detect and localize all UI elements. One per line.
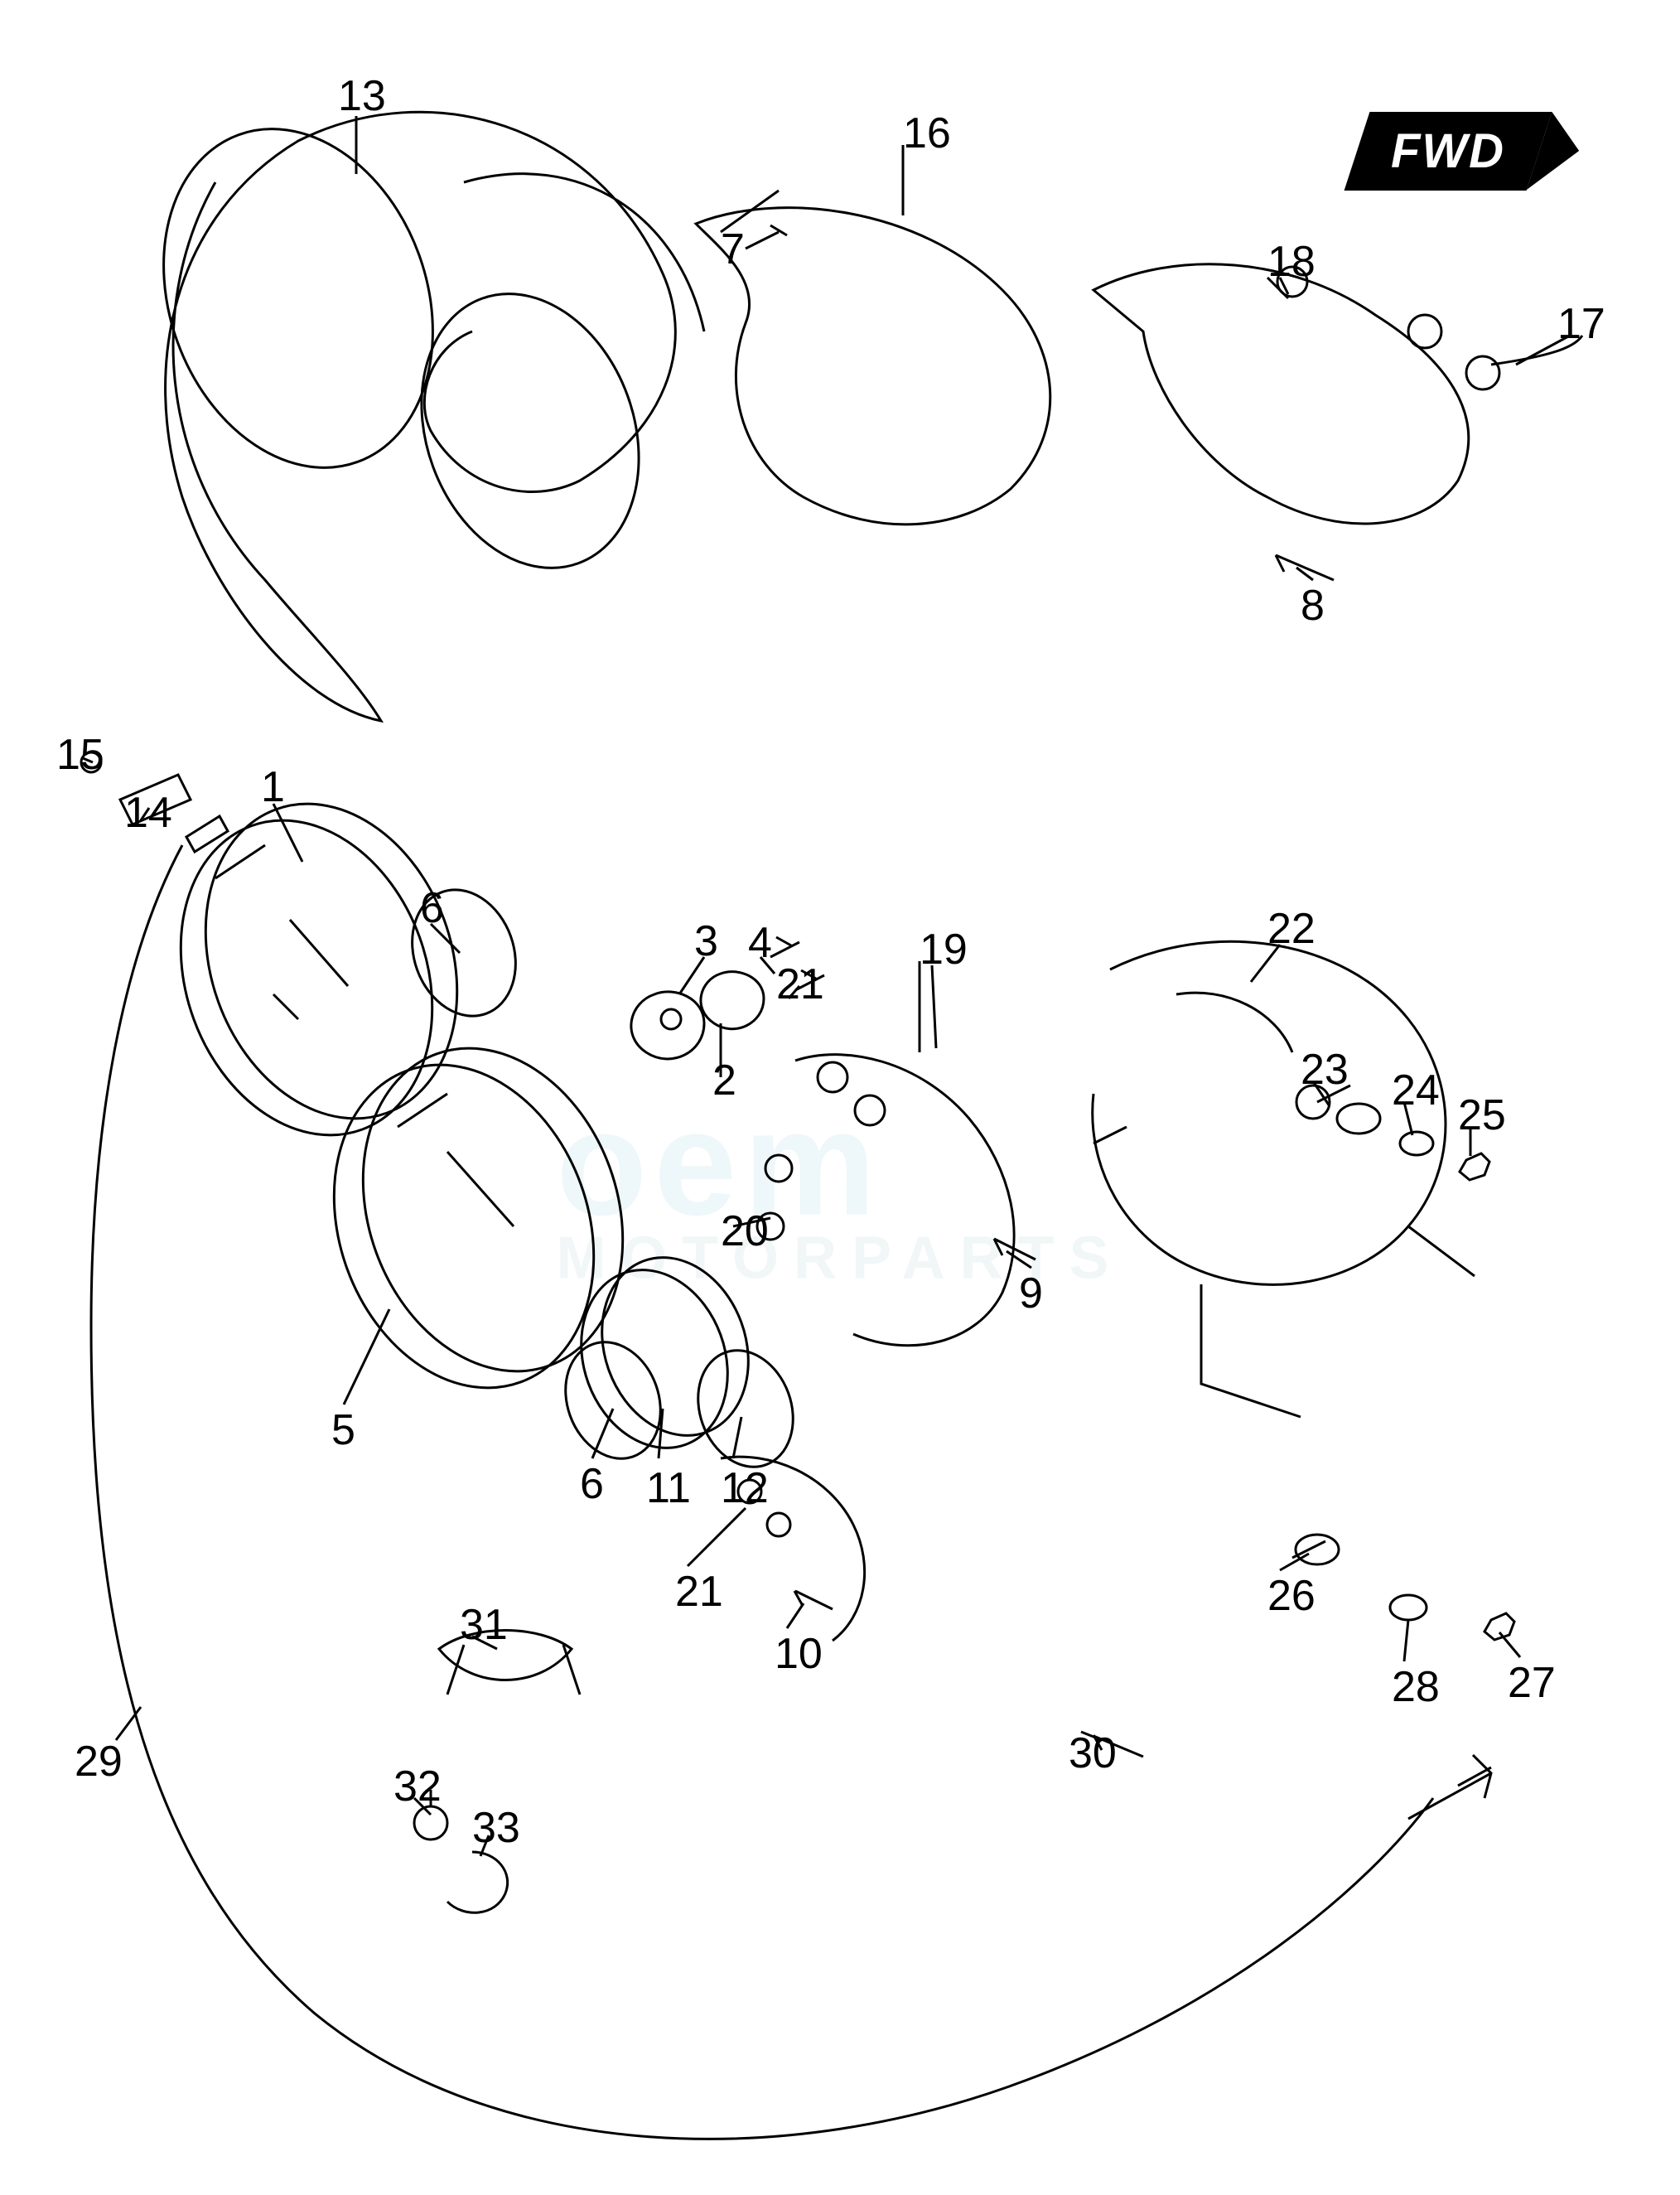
callout-2: 2 — [712, 1059, 736, 1102]
callout-32: 32 — [393, 1765, 442, 1808]
callout-33: 33 — [472, 1806, 520, 1849]
callout-3: 3 — [694, 920, 718, 963]
callout-30: 30 — [1069, 1732, 1117, 1775]
callout-29: 29 — [75, 1740, 123, 1783]
callout-14: 14 — [124, 791, 172, 834]
parts-diagram: oem MOTORPARTS — [0, 0, 1680, 2195]
callout-7: 7 — [721, 228, 745, 271]
callout-16: 16 — [903, 112, 951, 155]
callout-4: 4 — [748, 921, 772, 965]
watermark-text: oem — [556, 1081, 882, 1247]
callout-11: 11 — [646, 1467, 691, 1510]
callout-8: 8 — [1301, 584, 1325, 627]
callout-15: 15 — [56, 733, 104, 776]
callout-6b: 6 — [580, 1463, 604, 1506]
callout-20: 20 — [721, 1210, 769, 1253]
callout-21b: 21 — [675, 1570, 723, 1613]
callout-24: 24 — [1392, 1069, 1440, 1112]
fwd-badge: FWD — [1344, 112, 1552, 191]
callout-22: 22 — [1267, 907, 1316, 950]
callout-13: 13 — [338, 75, 386, 118]
callout-9: 9 — [1019, 1272, 1043, 1315]
callout-12: 12 — [721, 1467, 769, 1510]
callout-19: 19 — [920, 928, 968, 971]
watermark: oem MOTORPARTS — [556, 1078, 1123, 1293]
callout-6: 6 — [420, 887, 444, 930]
callout-21: 21 — [776, 963, 824, 1006]
fwd-label: FWD — [1391, 123, 1505, 179]
callout-25: 25 — [1458, 1094, 1506, 1137]
callout-1: 1 — [261, 766, 285, 809]
callout-17: 17 — [1557, 302, 1605, 346]
callout-10: 10 — [775, 1632, 823, 1675]
callout-23: 23 — [1301, 1048, 1349, 1091]
callout-27: 27 — [1508, 1661, 1556, 1704]
callout-26: 26 — [1267, 1574, 1316, 1617]
callout-5: 5 — [331, 1409, 355, 1452]
callout-18: 18 — [1267, 240, 1316, 283]
callout-28: 28 — [1392, 1666, 1440, 1709]
callout-31: 31 — [460, 1603, 508, 1646]
